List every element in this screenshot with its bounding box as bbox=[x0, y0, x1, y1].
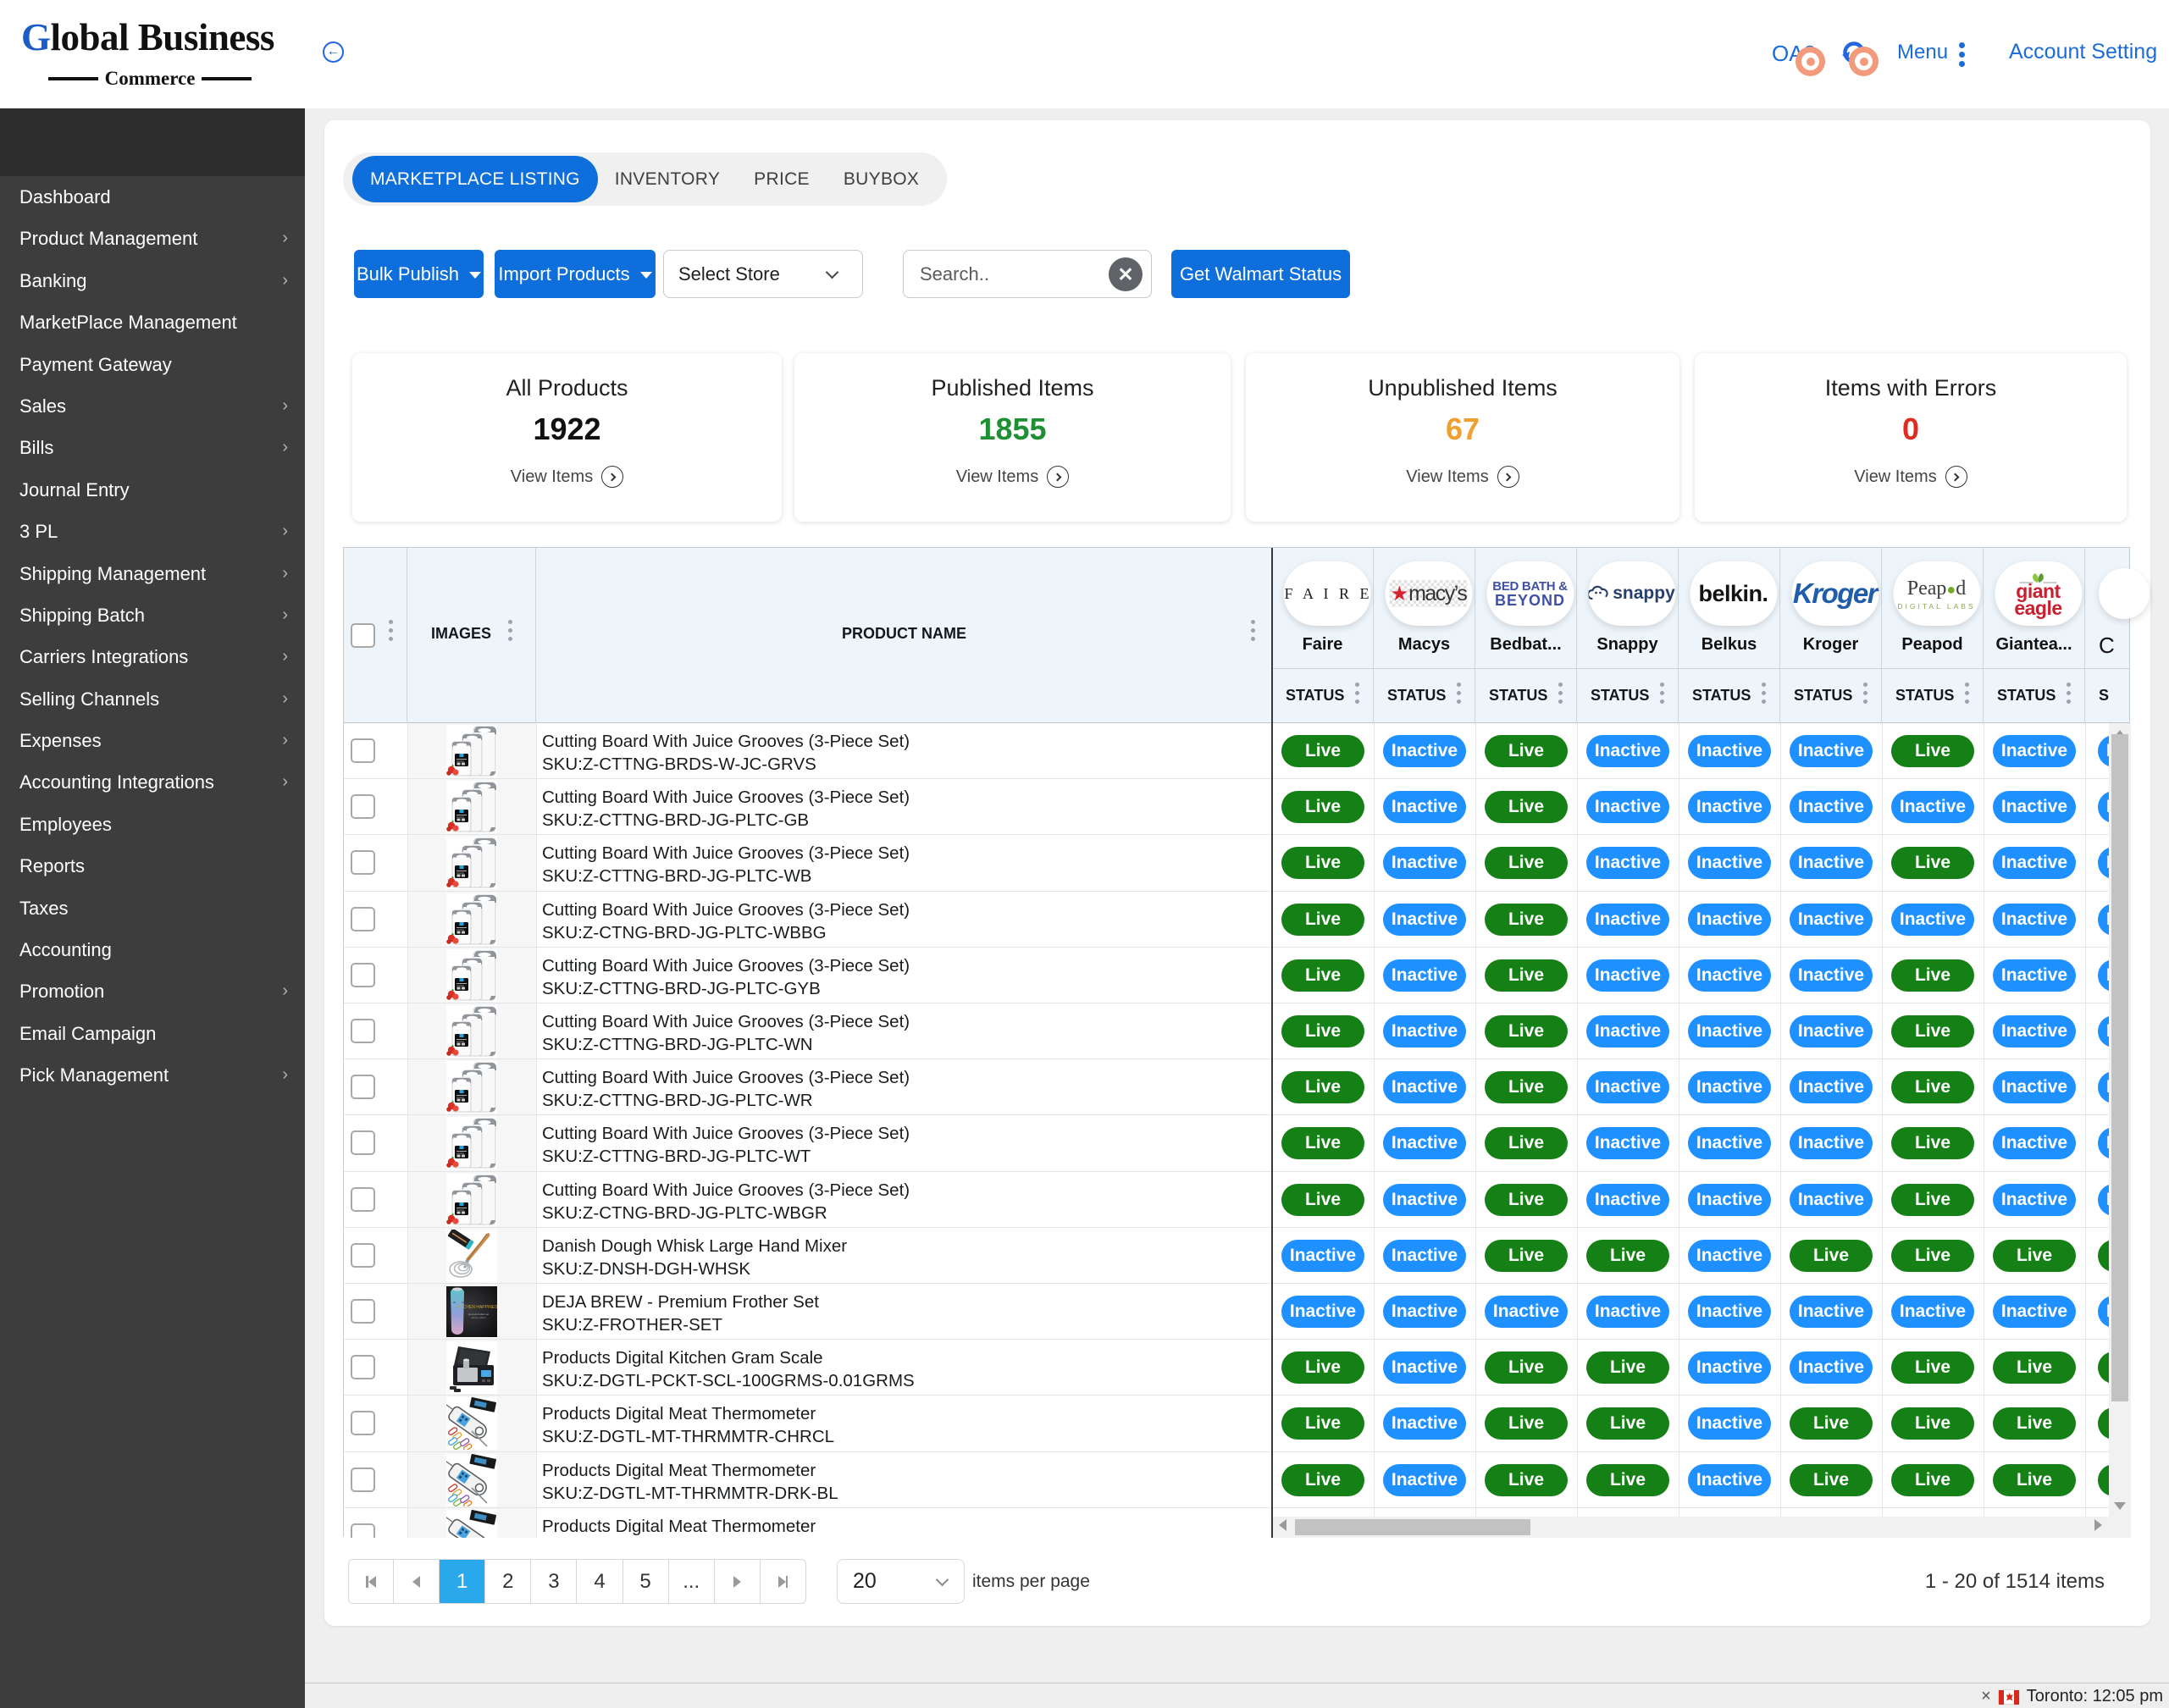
svg-text:premium frother set: premium frother set bbox=[468, 1313, 489, 1316]
svg-text:KITCHEN HAPPINESS: KITCHEN HAPPINESS bbox=[456, 1305, 497, 1310]
svg-text:deluxe edition: deluxe edition bbox=[471, 1316, 486, 1319]
